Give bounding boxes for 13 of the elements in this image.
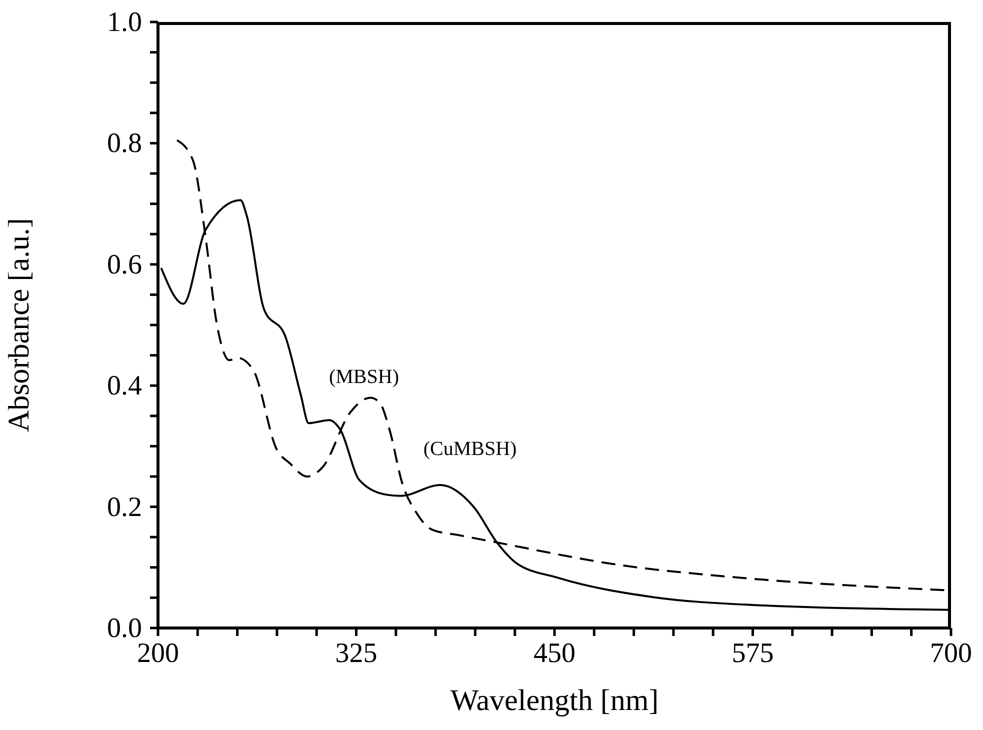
annotation: (MBSH) <box>328 366 400 388</box>
x-tick-label: 700 <box>930 638 972 669</box>
y-tick-label: 0.2 <box>107 492 142 523</box>
y-tick-label: 1.0 <box>107 7 142 38</box>
x-tick-label: 325 <box>335 638 378 669</box>
y-tick-label: 0.8 <box>107 128 142 160</box>
x-tick-label: 450 <box>534 638 576 669</box>
y-axis-title: Absorbance [a.u.] <box>2 218 36 432</box>
x-axis-title: Wavelength [nm] <box>450 684 659 717</box>
annotation: (CuMBSH) <box>423 438 517 460</box>
y-tick-label: 0.6 <box>107 249 142 280</box>
y-tick-label: 0.4 <box>107 370 142 402</box>
x-tick-label: 575 <box>732 638 774 669</box>
